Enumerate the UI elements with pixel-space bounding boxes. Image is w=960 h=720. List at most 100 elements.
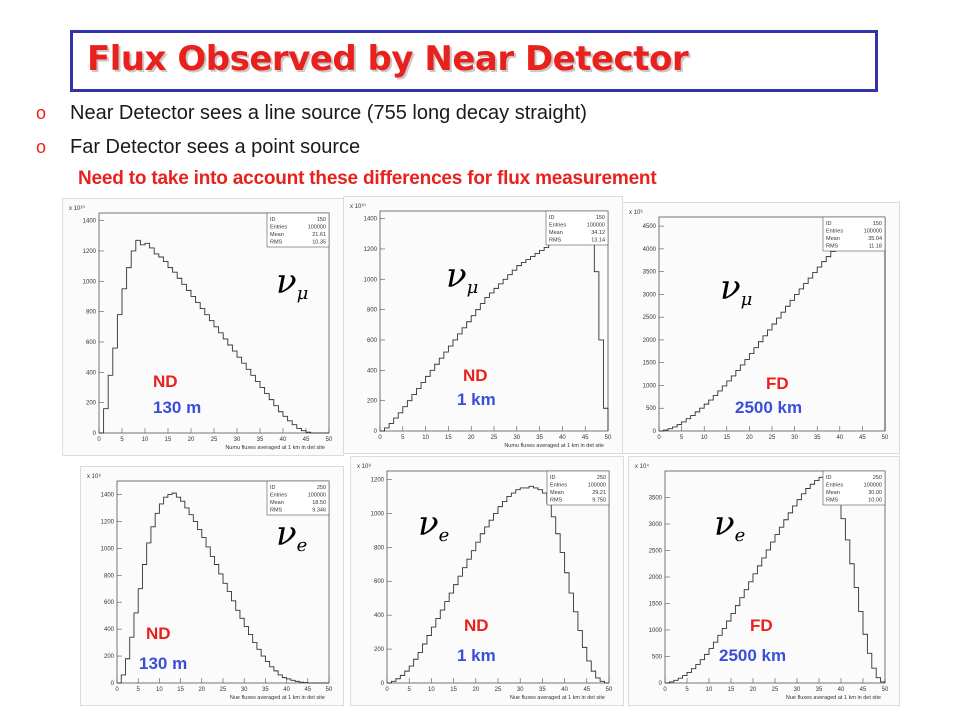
detector-label: ND (153, 372, 178, 391)
x-tick-label: 50 (882, 435, 889, 441)
x-tick-label: 25 (769, 435, 776, 441)
y-tick-label: 200 (367, 399, 378, 405)
x-tick-label: 30 (517, 687, 524, 693)
y-tick-label: 200 (86, 401, 97, 407)
stats-value: 9.346 (312, 508, 326, 514)
x-tick-label: 15 (450, 687, 457, 693)
y-tick-label: 800 (367, 308, 378, 314)
x-tick-label: 50 (605, 435, 612, 441)
x-tick-label: 5 (401, 435, 405, 441)
x-tick-label: 30 (513, 435, 520, 441)
y-tick-label: 1500 (649, 602, 663, 608)
e-glyph: e (296, 535, 308, 556)
distance-label: 2500 km (719, 646, 787, 665)
nue-symbol: νe (276, 514, 307, 556)
nu-glyph: ν (276, 262, 297, 302)
nu-glyph: ν (418, 504, 439, 544)
y-tick-label: 3000 (643, 292, 657, 298)
bullet-line-source: o Near Detector sees a line source (755 l… (36, 102, 587, 125)
numu-symbol: νμ (446, 256, 478, 298)
stats-value: 9.750 (592, 498, 606, 504)
y-tick-label: 3500 (649, 496, 663, 502)
x-tick-label: 20 (468, 435, 475, 441)
x-tick-label: 25 (495, 687, 502, 693)
histogram-plot: x 10⁸ 0 200 400 600 800 1000 1200 1400 0 5 10 15 20 25… (87, 473, 333, 701)
stats-value: 100000 (864, 229, 882, 235)
y-tick-label: 1000 (101, 546, 115, 552)
y-tick-label: 800 (104, 573, 115, 579)
y-tick-label: 600 (104, 600, 115, 606)
title-box: Flux Observed by Near Detector (70, 30, 878, 92)
x-tick-label: 20 (188, 437, 195, 443)
y-tick-label: 400 (367, 368, 378, 374)
y-tick-label: 1000 (364, 277, 378, 283)
y-tick-label: 500 (652, 655, 663, 661)
y-exponent-label: x 10⁶ (629, 209, 643, 216)
x-tick-label: 30 (241, 687, 248, 693)
y-tick-label: 2000 (649, 575, 663, 581)
histogram-series (117, 492, 329, 684)
histogram-panel-numu-nd-1km: x 10¹⁰ 0 200 400 600 800 1000 1200 1400 0 5 10 15 20 2… (343, 196, 623, 454)
x-tick-label: 40 (559, 435, 566, 441)
x-tick-label: 25 (211, 437, 218, 443)
stats-value: 10.00 (868, 498, 882, 504)
y-tick-label: 1200 (83, 249, 97, 255)
stats-value: 10.35 (312, 240, 326, 246)
stats-value: 100000 (864, 483, 882, 489)
y-tick-label: 600 (374, 579, 385, 585)
x-tick-label: 0 (657, 435, 661, 441)
y-tick-label: 1400 (101, 492, 115, 498)
stats-value: 150 (317, 217, 326, 223)
stats-value: 100000 (308, 225, 326, 231)
y-exponent-label: x 10⁴ (635, 463, 649, 470)
stats-key: Entries (270, 493, 287, 499)
distance-label: 130 m (139, 654, 188, 673)
histogram-series (99, 239, 329, 434)
y-tick-label: 600 (86, 340, 97, 346)
x-tick-label: 20 (746, 435, 753, 441)
y-tick-label: 1000 (371, 511, 385, 517)
stats-key: ID (270, 217, 276, 223)
x-tick-label: 45 (304, 687, 311, 693)
y-exponent-label: x 10⁸ (87, 473, 101, 480)
y-exponent-label: x 10¹⁰ (350, 203, 366, 210)
x-tick-label: 5 (680, 435, 684, 441)
bullet-marker: o (36, 103, 47, 123)
flux-note: Need to take into account these differen… (78, 168, 657, 189)
x-tick-label: 35 (257, 437, 264, 443)
x-tick-label: 0 (115, 687, 119, 693)
stats-key: Entries (550, 483, 567, 489)
bullet-marker: o (36, 137, 47, 157)
x-tick-label: 35 (262, 687, 269, 693)
stats-value: 100000 (588, 483, 606, 489)
y-tick-label: 3500 (643, 270, 657, 276)
x-tick-label: 45 (303, 437, 310, 443)
histogram-panel-nue-fd-2500km: x 10⁴ 0 500 1000 1500 2000 2500 3000 3500 0 5 10 15 2… (628, 456, 900, 706)
x-tick-label: 45 (860, 687, 867, 693)
y-tick-label: 4000 (643, 247, 657, 253)
x-tick-label: 5 (120, 437, 124, 443)
numu-symbol: νμ (276, 262, 308, 304)
stats-key: ID (826, 475, 832, 481)
bullet-point-source: o Far Detector sees a point source (36, 136, 360, 159)
x-tick-label: 40 (561, 687, 568, 693)
stats-value: 150 (596, 215, 605, 221)
x-tick-label: 25 (220, 687, 227, 693)
y-tick-label: 2500 (643, 315, 657, 321)
x-tick-label: 40 (838, 687, 845, 693)
y-tick-label: 1000 (83, 279, 97, 285)
bullet-text: Far Detector sees a point source (70, 136, 361, 158)
y-tick-label: 0 (653, 429, 657, 435)
bullet-text: Near Detector sees a line source (755 lo… (70, 102, 587, 124)
mu-glyph: μ (466, 277, 479, 298)
x-tick-label: 10 (422, 435, 429, 441)
x-tick-label: 15 (177, 687, 184, 693)
y-tick-label: 2500 (649, 549, 663, 555)
x-tick-label: 50 (326, 687, 333, 693)
x-tick-label: 50 (882, 687, 889, 693)
y-tick-label: 200 (104, 654, 115, 660)
stats-key: RMS (550, 498, 563, 504)
x-tick-label: 40 (283, 687, 290, 693)
stats-key: Mean (270, 232, 284, 238)
x-tick-label: 10 (706, 687, 713, 693)
